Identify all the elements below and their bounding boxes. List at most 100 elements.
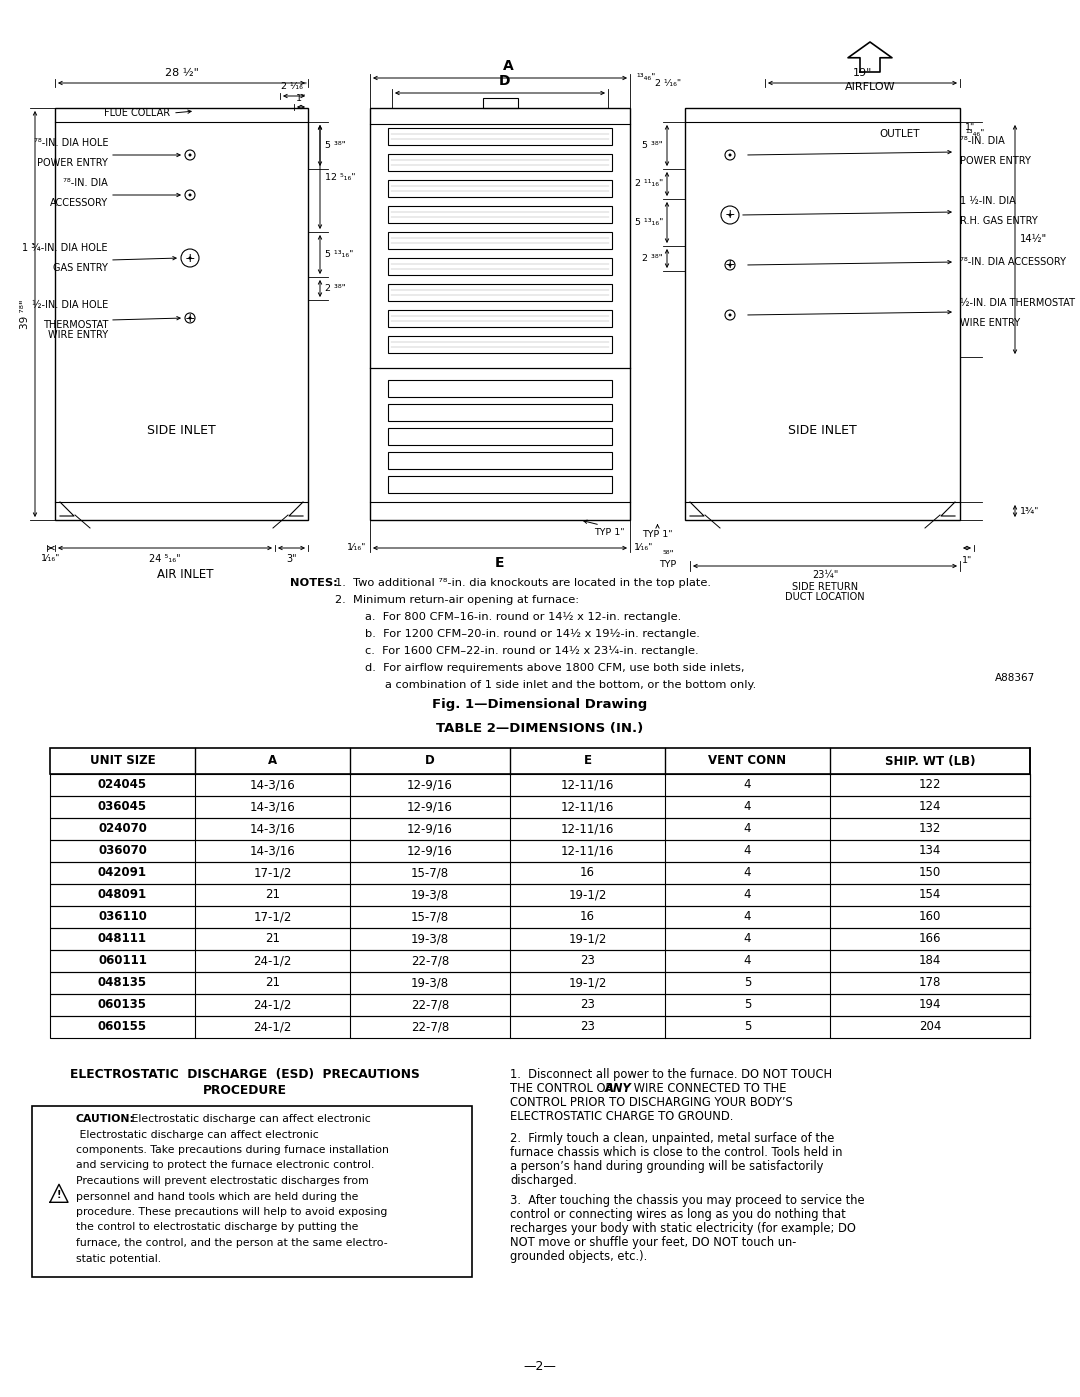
Text: c.  For 1600 CFM–22-in. round or 14½ x 23¼-in. rectangle.: c. For 1600 CFM–22-in. round or 14½ x 23… — [365, 645, 699, 657]
Text: CONTROL PRIOR TO DISCHARGING YOUR BODY’S: CONTROL PRIOR TO DISCHARGING YOUR BODY’S — [510, 1097, 793, 1109]
Text: 2 ³⁸": 2 ³⁸" — [643, 254, 663, 263]
Bar — [32, 1106, 472, 1277]
Text: ⁷⁸-IN. DIA ACCESSORY: ⁷⁸-IN. DIA ACCESSORY — [960, 257, 1066, 267]
Text: 042091: 042091 — [98, 866, 147, 880]
Text: ACCESSORY: ACCESSORY — [50, 198, 108, 208]
Text: 22-7/8: 22-7/8 — [410, 954, 449, 968]
Text: 5 ¹³₁₆": 5 ¹³₁₆" — [325, 250, 353, 258]
Text: 16: 16 — [580, 866, 595, 880]
Text: 060155: 060155 — [98, 1020, 147, 1034]
Text: PROCEDURE: PROCEDURE — [203, 1084, 287, 1097]
Text: personnel and hand tools which are held during the: personnel and hand tools which are held … — [76, 1192, 359, 1201]
Text: WIRE ENTRY: WIRE ENTRY — [48, 330, 108, 339]
Text: —2—: —2— — [524, 1361, 556, 1373]
Bar — [388, 476, 612, 493]
Bar — [55, 108, 308, 520]
Text: furnace chassis which is close to the control. Tools held in: furnace chassis which is close to the co… — [510, 1146, 842, 1160]
Text: 184: 184 — [919, 954, 941, 968]
Text: SHIP. WT (LB): SHIP. WT (LB) — [885, 754, 975, 767]
Text: ¹³₄₆": ¹³₄₆" — [966, 130, 984, 138]
Text: 036070: 036070 — [98, 845, 147, 858]
Text: 048091: 048091 — [98, 888, 147, 901]
Bar — [50, 907, 1030, 928]
Text: 048111: 048111 — [98, 933, 147, 946]
Bar — [388, 205, 612, 224]
Bar — [50, 928, 1030, 950]
Text: 19": 19" — [853, 68, 873, 78]
Text: 24-1/2: 24-1/2 — [254, 954, 292, 968]
Text: 4: 4 — [744, 954, 752, 968]
Text: 1": 1" — [296, 94, 306, 103]
Text: 14-3/16: 14-3/16 — [249, 845, 295, 858]
Bar — [388, 284, 612, 300]
Text: 024045: 024045 — [98, 778, 147, 792]
Text: 5 ³⁸": 5 ³⁸" — [643, 141, 663, 149]
Text: and servicing to protect the furnace electronic control.: and servicing to protect the furnace ele… — [76, 1161, 375, 1171]
Text: 12-11/16: 12-11/16 — [561, 778, 615, 792]
Text: 19-1/2: 19-1/2 — [568, 933, 607, 946]
Polygon shape — [848, 42, 892, 73]
Text: 39 ⁷⁸": 39 ⁷⁸" — [21, 299, 30, 328]
Text: 1¾": 1¾" — [1020, 507, 1039, 515]
Text: 12-11/16: 12-11/16 — [561, 823, 615, 835]
Bar — [388, 380, 612, 397]
Text: OUTLET: OUTLET — [880, 129, 920, 138]
Text: grounded objects, etc.).: grounded objects, etc.). — [510, 1250, 647, 1263]
Text: Electrostatic discharge can affect electronic: Electrostatic discharge can affect elect… — [76, 1130, 319, 1140]
Text: NOTES:: NOTES: — [291, 578, 338, 588]
Text: VENT CONN: VENT CONN — [708, 754, 786, 767]
Text: Fig. 1—Dimensional Drawing: Fig. 1—Dimensional Drawing — [432, 698, 648, 711]
Text: 3": 3" — [286, 555, 297, 564]
Text: 4: 4 — [744, 845, 752, 858]
Text: 1": 1" — [966, 123, 975, 131]
Text: 060135: 060135 — [98, 999, 147, 1011]
Text: 1.  Two additional ⁷⁸-in. dia knockouts are located in the top plate.: 1. Two additional ⁷⁸-in. dia knockouts a… — [335, 578, 711, 588]
Text: !: ! — [57, 1190, 62, 1200]
Text: CAUTION:: CAUTION: — [76, 1113, 135, 1125]
Text: 178: 178 — [919, 977, 941, 989]
Text: 1 ¾-IN. DIA HOLE: 1 ¾-IN. DIA HOLE — [23, 243, 108, 253]
Circle shape — [189, 154, 191, 156]
Text: 060111: 060111 — [98, 954, 147, 968]
Text: 19-3/8: 19-3/8 — [410, 888, 449, 901]
Text: 5: 5 — [744, 999, 752, 1011]
Text: 1 ½-IN. DIA: 1 ½-IN. DIA — [960, 196, 1016, 205]
Circle shape — [189, 257, 191, 260]
Text: NOT move or shuffle your feet, DO NOT touch un-: NOT move or shuffle your feet, DO NOT to… — [510, 1236, 796, 1249]
Text: 12-11/16: 12-11/16 — [561, 800, 615, 813]
Bar — [388, 154, 612, 170]
Text: A88367: A88367 — [995, 673, 1035, 683]
Text: R.H. GAS ENTRY: R.H. GAS ENTRY — [960, 217, 1038, 226]
Text: ⁷⁸-IN. DIA: ⁷⁸-IN. DIA — [64, 177, 108, 189]
Text: 2.  Minimum return-air opening at furnace:: 2. Minimum return-air opening at furnace… — [335, 595, 579, 605]
Circle shape — [729, 214, 731, 217]
Text: D: D — [498, 74, 510, 88]
Text: furnace, the control, and the person at the same electro-: furnace, the control, and the person at … — [76, 1238, 388, 1248]
Text: 4: 4 — [744, 778, 752, 792]
Text: 1": 1" — [962, 556, 972, 564]
Text: 134: 134 — [919, 845, 941, 858]
Bar — [388, 310, 612, 327]
Bar — [50, 995, 1030, 1016]
Text: ELECTROSTATIC CHARGE TO GROUND.: ELECTROSTATIC CHARGE TO GROUND. — [510, 1111, 733, 1123]
Text: 12-9/16: 12-9/16 — [407, 845, 453, 858]
Circle shape — [729, 154, 731, 156]
Text: SIDE RETURN: SIDE RETURN — [792, 583, 859, 592]
Bar — [50, 950, 1030, 972]
Text: 5 ¹³₁₆": 5 ¹³₁₆" — [635, 218, 663, 226]
Circle shape — [729, 264, 731, 267]
Text: discharged.: discharged. — [510, 1173, 577, 1187]
Text: 4: 4 — [744, 933, 752, 946]
Text: 28 ½": 28 ½" — [164, 68, 199, 78]
Text: WIRE CONNECTED TO THE: WIRE CONNECTED TO THE — [630, 1083, 786, 1095]
Text: ½-IN. DIA HOLE: ½-IN. DIA HOLE — [31, 300, 108, 310]
Bar — [50, 796, 1030, 819]
Text: 4: 4 — [744, 866, 752, 880]
Bar — [388, 337, 612, 353]
Text: 5: 5 — [744, 977, 752, 989]
Text: 5 ³⁸": 5 ³⁸" — [325, 141, 346, 149]
Text: 2 ¹⁄₁₆": 2 ¹⁄₁₆" — [654, 78, 681, 88]
Text: ⁵⁸": ⁵⁸" — [662, 550, 674, 559]
Text: 17-1/2: 17-1/2 — [254, 911, 292, 923]
Text: AIR INLET: AIR INLET — [157, 569, 213, 581]
